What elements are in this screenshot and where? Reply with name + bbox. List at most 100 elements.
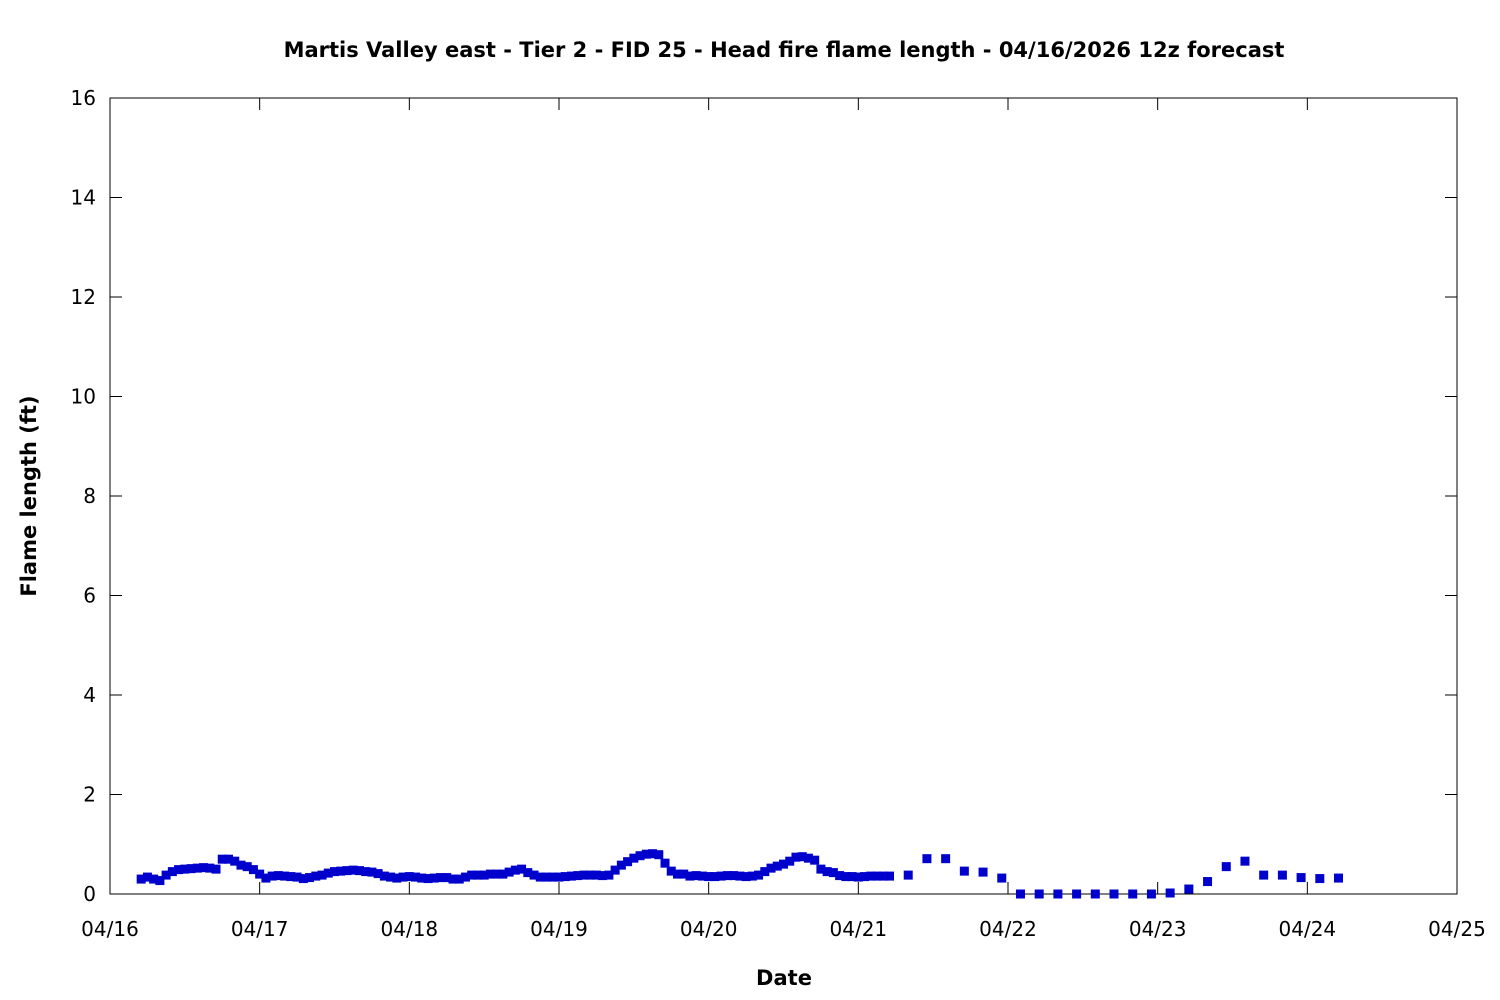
data-point [217,854,227,864]
data-point [305,873,315,883]
data-point [436,873,446,883]
data-point [566,871,576,881]
data-point [1203,877,1213,887]
data-point [1128,889,1138,899]
data-point [835,871,845,881]
data-point [454,874,464,884]
data-point [623,857,633,867]
data-point [616,860,626,870]
data-point [666,866,676,876]
x-tick-label: 04/16 [81,917,139,941]
data-point [367,867,377,877]
x-tick-label: 04/21 [830,917,888,941]
data-point [779,859,788,869]
data-point [1221,862,1231,872]
data-point [766,863,776,873]
data-point [479,870,489,880]
data-point [1277,870,1287,880]
data-point [841,872,851,882]
data-point [772,861,782,871]
chart-title: Martis Valley east - Tier 2 - FID 25 - H… [284,38,1285,62]
data-point [1146,889,1156,899]
data-point [853,872,863,882]
data-point [504,867,514,877]
data-point [903,870,913,880]
data-point [211,864,221,874]
data-point [604,870,614,880]
data-point [760,867,770,877]
data-point [292,872,302,882]
data-point [735,871,745,881]
data-point [167,867,177,877]
y-tick-label: 8 [83,484,96,508]
data-point [959,866,969,876]
data-point [460,872,470,882]
data-point [280,871,290,881]
data-point [361,867,371,877]
data-point [554,872,564,882]
data-point [1259,870,1269,880]
data-point [679,869,689,879]
data-point [1184,884,1194,894]
data-point [729,871,739,881]
y-tick-label: 16 [71,86,96,110]
data-point [523,868,533,878]
data-point [529,870,539,880]
data-point [448,874,458,884]
x-tick-label: 04/19 [530,917,588,941]
data-point [336,866,346,876]
data-point [423,874,433,884]
data-point [860,872,870,882]
data-point [878,871,888,881]
x-tick-label: 04/23 [1129,917,1187,941]
data-point [791,852,801,862]
data-point [199,863,209,873]
data-point [236,860,246,870]
x-axis-label: Date [756,966,812,990]
data-point [747,871,757,881]
data-point [298,874,308,884]
data-point [872,871,882,881]
data-point [273,871,283,881]
plot-frame [109,97,1458,895]
data-point [142,872,152,882]
data-point [286,872,296,882]
data-points [136,849,1344,899]
y-axis-label: Flame length (ft) [17,395,41,596]
data-point [710,872,720,882]
data-point [1034,889,1044,899]
x-tick-label: 04/18 [381,917,439,941]
data-point [242,862,252,872]
data-point [803,853,813,863]
data-point [1072,889,1082,899]
data-point [192,863,202,873]
data-point [311,871,321,881]
data-point [417,873,427,883]
x-tick-label: 04/22 [979,917,1037,941]
data-point [373,869,383,879]
data-point [741,872,751,882]
data-point [579,870,589,880]
data-point [722,871,732,881]
data-point [473,870,483,880]
x-tick-label: 04/17 [231,917,289,941]
data-point [429,873,439,883]
y-tick-label: 14 [71,186,96,210]
data-point [205,863,215,873]
data-point [866,871,876,881]
data-point [885,871,895,881]
data-point [660,858,670,868]
data-point [492,869,502,879]
data-point [978,867,988,877]
data-point [704,872,714,882]
data-point [317,870,327,880]
y-tick-label: 4 [83,683,96,707]
data-point [1090,889,1100,899]
data-point [847,872,857,882]
data-point [598,871,608,881]
data-point [1296,873,1306,883]
data-point [255,869,265,879]
data-point [161,870,171,880]
data-point [354,866,364,876]
data-point [785,856,795,866]
